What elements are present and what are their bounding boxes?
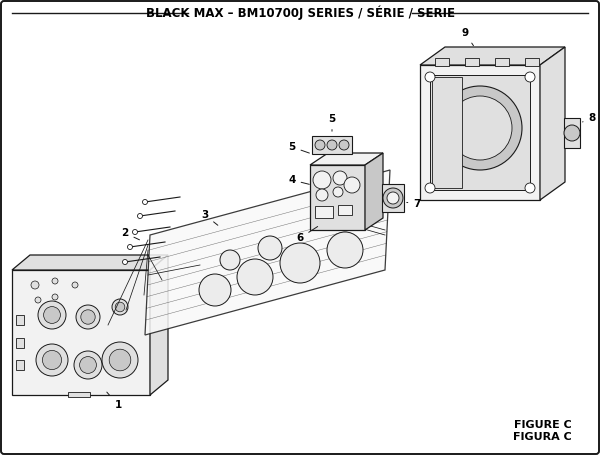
Circle shape — [220, 250, 240, 270]
Bar — [338, 205, 352, 215]
Bar — [16, 315, 24, 325]
Circle shape — [339, 140, 349, 150]
Text: 6: 6 — [296, 227, 317, 243]
Bar — [16, 360, 24, 370]
Circle shape — [387, 192, 399, 204]
Polygon shape — [145, 170, 390, 335]
Text: 4: 4 — [289, 175, 310, 185]
Text: 7: 7 — [407, 199, 421, 209]
Text: 2: 2 — [121, 228, 139, 240]
Circle shape — [122, 259, 128, 264]
Circle shape — [525, 72, 535, 82]
Text: 9: 9 — [461, 28, 473, 46]
Circle shape — [313, 171, 331, 189]
Circle shape — [44, 307, 61, 324]
Text: 5: 5 — [289, 142, 310, 153]
Circle shape — [199, 274, 231, 306]
Text: 8: 8 — [583, 113, 596, 123]
Circle shape — [31, 281, 39, 289]
Bar — [432, 77, 462, 188]
Circle shape — [109, 349, 131, 371]
Circle shape — [81, 310, 95, 324]
Circle shape — [80, 357, 97, 374]
Bar — [68, 392, 90, 397]
Circle shape — [52, 278, 58, 284]
Circle shape — [438, 86, 522, 170]
Text: BLACK MAX – BM10700J SERIES / SÉRIE / SERIE: BLACK MAX – BM10700J SERIES / SÉRIE / SE… — [146, 6, 455, 20]
Bar — [382, 184, 404, 212]
Bar — [430, 75, 530, 190]
Bar — [16, 338, 24, 348]
Polygon shape — [310, 153, 383, 165]
Bar — [312, 136, 352, 154]
Bar — [310, 165, 365, 230]
Bar — [525, 58, 539, 66]
Circle shape — [38, 301, 66, 329]
Text: 5: 5 — [328, 114, 335, 131]
Polygon shape — [150, 255, 168, 395]
Circle shape — [316, 189, 328, 201]
Circle shape — [525, 183, 535, 193]
Circle shape — [280, 243, 320, 283]
Circle shape — [327, 140, 337, 150]
Circle shape — [112, 299, 128, 315]
Bar — [435, 58, 449, 66]
Circle shape — [258, 236, 282, 260]
Circle shape — [425, 183, 435, 193]
Circle shape — [74, 351, 102, 379]
Circle shape — [133, 229, 137, 234]
Circle shape — [102, 342, 138, 378]
Circle shape — [43, 350, 62, 369]
Text: FIGURE C: FIGURE C — [514, 420, 572, 430]
Circle shape — [128, 244, 133, 249]
Circle shape — [425, 72, 435, 82]
Circle shape — [143, 199, 148, 204]
Bar — [564, 118, 580, 148]
Circle shape — [72, 282, 78, 288]
Bar — [465, 58, 479, 66]
Circle shape — [115, 302, 125, 312]
Circle shape — [36, 344, 68, 376]
Circle shape — [237, 259, 273, 295]
Circle shape — [564, 125, 580, 141]
Bar — [315, 206, 333, 218]
Text: 1: 1 — [107, 392, 122, 410]
Bar — [495, 58, 509, 66]
Bar — [420, 65, 540, 200]
Text: FIGURA C: FIGURA C — [513, 432, 572, 442]
Text: 3: 3 — [202, 210, 218, 225]
Circle shape — [35, 297, 41, 303]
Circle shape — [333, 187, 343, 197]
Polygon shape — [12, 255, 168, 270]
Circle shape — [52, 294, 58, 300]
Circle shape — [315, 140, 325, 150]
Circle shape — [76, 305, 100, 329]
Circle shape — [333, 171, 347, 185]
Circle shape — [344, 177, 360, 193]
Circle shape — [383, 188, 403, 208]
Circle shape — [137, 213, 143, 218]
Circle shape — [327, 232, 363, 268]
Polygon shape — [12, 270, 150, 395]
Circle shape — [448, 96, 512, 160]
Polygon shape — [540, 47, 565, 200]
Polygon shape — [420, 47, 565, 65]
Polygon shape — [365, 153, 383, 230]
